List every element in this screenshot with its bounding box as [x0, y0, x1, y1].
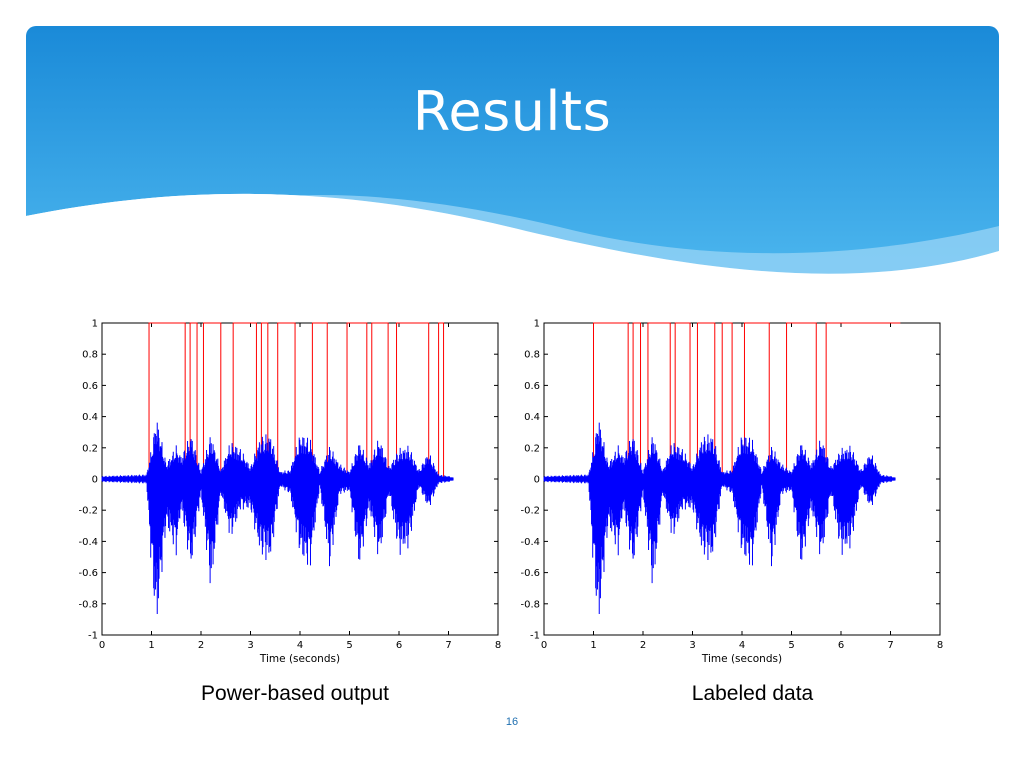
y-tick-label: -0.6 [78, 568, 98, 579]
x-tick-label: 0 [541, 640, 547, 651]
decision-series-line [102, 322, 449, 480]
chart-svg-right: 10.80.60.40.20-0.2-0.4-0.6-0.8-10 1 2 3 4 5 6 7… [520, 319, 943, 666]
page-number: 16 [505, 716, 519, 728]
header-wave-graphic [26, 26, 999, 286]
chart-svg-left: 10.80.60.40.20-0.2-0.4-0.6-0.8-10 1 2 3 4 5 6 7… [78, 319, 501, 666]
x-tick-label: 4 [297, 640, 303, 651]
x-axis-label: Time (seconds) [259, 653, 340, 665]
caption-labeled-data: Labeled data [691, 682, 814, 705]
x-tick-label: 3 [689, 640, 695, 651]
y-tick-label: -0.4 [78, 537, 98, 548]
y-tick-label: 0 [534, 475, 540, 486]
x-axis-label: Time (seconds) [701, 653, 782, 665]
x-tick-label: 7 [887, 640, 893, 651]
y-tick-label: -0.8 [520, 599, 540, 610]
x-tick-label: 6 [396, 640, 402, 651]
slide-title: Results [412, 80, 612, 143]
y-tick-label: 0.6 [82, 381, 98, 392]
x-tick-label: 8 [495, 640, 501, 651]
y-tick-label: 0.2 [82, 443, 98, 454]
y-tick-label: 0 [92, 475, 98, 486]
chart-power-based-output: 1 0.8 0.6 0.4 0.2 0 -0.2 -0.4 -0.6 -0.8 -1 0 1 2 3 4 5 6 7… [70, 308, 530, 680]
y-tick-label: -0.6 [520, 568, 540, 579]
y-tick-label: -1 [530, 631, 540, 642]
x-tick-label: 4 [739, 640, 745, 651]
chart-labeled-data: 1 0.8 0.6 0.4 0.2 0 -0.2 -0.4 -0.6 -0.8 -1 0 1 2 3 4 5 6 7… [512, 308, 972, 680]
x-tick-label: 5 [788, 640, 794, 651]
y-tick-label: 0.8 [82, 350, 98, 361]
waveform-series-line [101, 422, 454, 615]
x-tick-label: 2 [640, 640, 646, 651]
x-tick-label: 8 [937, 640, 943, 651]
decision-series-line [544, 322, 901, 480]
y-tick-label: -0.4 [520, 537, 540, 548]
x-tick-label: 1 [148, 640, 154, 651]
caption-power-based-output: Power-based output [201, 682, 389, 705]
y-tick-label: -1 [88, 631, 98, 642]
x-tick-label: 2 [198, 640, 204, 651]
y-tick-label: 0.2 [524, 443, 540, 454]
y-tick-label: -0.8 [78, 599, 98, 610]
x-tick-label: 7 [445, 640, 451, 651]
x-tick-label: 0 [99, 640, 105, 651]
y-tick-label: -0.2 [78, 506, 98, 517]
slide-header-banner [26, 26, 999, 286]
x-tick-label: 6 [838, 640, 844, 651]
y-tick-label: 1 [534, 319, 540, 330]
y-tick-label: 0.4 [82, 412, 98, 423]
y-tick-label: 0.8 [524, 350, 540, 361]
y-tick-label: 0.4 [524, 412, 540, 423]
x-tick-label: 3 [247, 640, 253, 651]
x-tick-label: 1 [590, 640, 596, 651]
y-tick-label: 0.6 [524, 381, 540, 392]
y-tick-label: 1 [92, 319, 98, 330]
waveform-series-line [543, 422, 896, 615]
y-tick-label: -0.2 [520, 506, 540, 517]
x-tick-label: 5 [346, 640, 352, 651]
